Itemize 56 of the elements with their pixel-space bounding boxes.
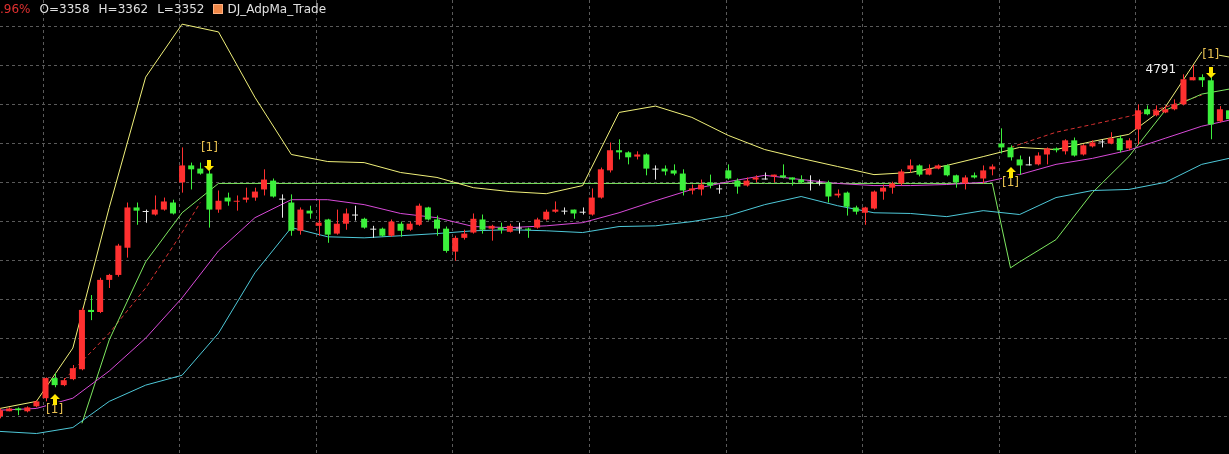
- candlestick: [324, 218, 331, 244]
- candlestick: [779, 163, 786, 179]
- candlestick: [561, 206, 568, 216]
- text: .96%: [0, 1, 31, 16]
- candlestick: [1071, 137, 1078, 158]
- candlestick: [825, 180, 832, 204]
- candlestick: [179, 146, 186, 194]
- candlestick: [652, 164, 659, 181]
- annotation: 4791: [1145, 62, 1177, 77]
- annotation: [1]: [1002, 175, 1019, 190]
- candlestick: [415, 203, 422, 227]
- candlestick: [807, 174, 814, 192]
- candlestick: [843, 191, 850, 217]
- candlestick: [761, 172, 768, 181]
- candlestick: [552, 200, 559, 214]
- candlestick: [142, 209, 149, 224]
- candlestick: [342, 208, 349, 231]
- candlestick: [42, 376, 49, 402]
- candlestick: [579, 206, 586, 216]
- candlestick: [315, 199, 322, 237]
- candlestick: [333, 209, 340, 236]
- candlestick: [588, 187, 595, 217]
- text: DJ_AdpMa_Trade: [227, 1, 327, 16]
- candlestick: [297, 206, 304, 236]
- candlestick: [870, 190, 877, 211]
- candlestick: [525, 227, 532, 239]
- candlestick: [433, 215, 440, 237]
- candlestick: [606, 141, 613, 173]
- text: H=3362: [98, 1, 149, 16]
- candlestick: [88, 294, 95, 321]
- candlestick: [133, 202, 140, 226]
- candlestick: [470, 212, 477, 235]
- candlestick: [151, 194, 158, 217]
- candlestick: [279, 193, 286, 219]
- text: L=3352: [157, 1, 205, 16]
- candlestick: [1134, 103, 1141, 145]
- candlestick: [261, 168, 268, 196]
- candlestick: [452, 235, 459, 262]
- candlestick: [616, 138, 623, 160]
- annotation: [1]: [46, 402, 64, 417]
- candlestick: [188, 162, 195, 190]
- candlestick: [679, 168, 686, 196]
- candlestick: [215, 190, 222, 214]
- candlestick: [479, 214, 486, 235]
- text: O=3358: [39, 1, 90, 16]
- candlestick: [1016, 155, 1023, 176]
- candlestick: [270, 178, 277, 199]
- candlestick: [443, 226, 450, 254]
- candlestick: [980, 164, 987, 184]
- text: [1]: [1202, 47, 1220, 62]
- candlestick: [352, 205, 359, 222]
- candlestick: [370, 225, 377, 239]
- candlestick: [233, 194, 240, 212]
- candlestick: [515, 222, 522, 235]
- candlestick: [643, 152, 650, 176]
- annotation: [1]: [200, 140, 218, 155]
